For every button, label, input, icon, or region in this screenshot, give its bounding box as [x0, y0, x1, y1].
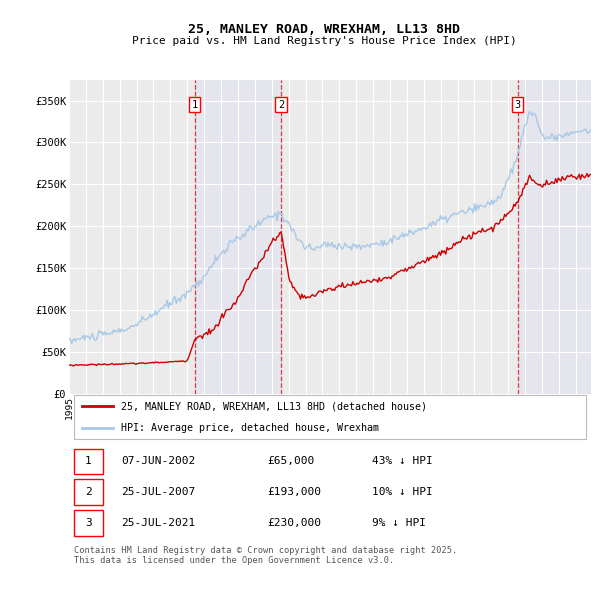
Bar	[518, 80, 591, 394]
Text: 9% ↓ HPI: 9% ↓ HPI	[372, 518, 426, 528]
Text: Contains HM Land Registry data © Crown copyright and database right 2025.
This d: Contains HM Land Registry data © Crown c…	[74, 546, 457, 565]
Text: 1: 1	[191, 100, 198, 110]
Text: HPI: Average price, detached house, Wrexham: HPI: Average price, detached house, Wrex…	[121, 423, 379, 433]
Text: 1: 1	[85, 457, 92, 467]
Text: £65,000: £65,000	[268, 457, 314, 467]
Bar	[194, 80, 281, 394]
Text: 3: 3	[85, 518, 92, 528]
Text: 43% ↓ HPI: 43% ↓ HPI	[372, 457, 433, 467]
Text: 10% ↓ HPI: 10% ↓ HPI	[372, 487, 433, 497]
FancyBboxPatch shape	[74, 510, 103, 536]
Text: 3: 3	[515, 100, 521, 110]
Text: 2: 2	[85, 487, 92, 497]
FancyBboxPatch shape	[74, 448, 103, 474]
Text: 2: 2	[278, 100, 284, 110]
Text: Price paid vs. HM Land Registry's House Price Index (HPI): Price paid vs. HM Land Registry's House …	[131, 37, 517, 46]
Text: 07-JUN-2002: 07-JUN-2002	[121, 457, 196, 467]
Text: 25, MANLEY ROAD, WREXHAM, LL13 8HD: 25, MANLEY ROAD, WREXHAM, LL13 8HD	[188, 23, 460, 36]
Text: 25, MANLEY ROAD, WREXHAM, LL13 8HD (detached house): 25, MANLEY ROAD, WREXHAM, LL13 8HD (deta…	[121, 401, 427, 411]
Text: 25-JUL-2007: 25-JUL-2007	[121, 487, 196, 497]
FancyBboxPatch shape	[74, 395, 586, 440]
Text: £230,000: £230,000	[268, 518, 322, 528]
Text: 25-JUL-2021: 25-JUL-2021	[121, 518, 196, 528]
Text: £193,000: £193,000	[268, 487, 322, 497]
FancyBboxPatch shape	[74, 480, 103, 505]
